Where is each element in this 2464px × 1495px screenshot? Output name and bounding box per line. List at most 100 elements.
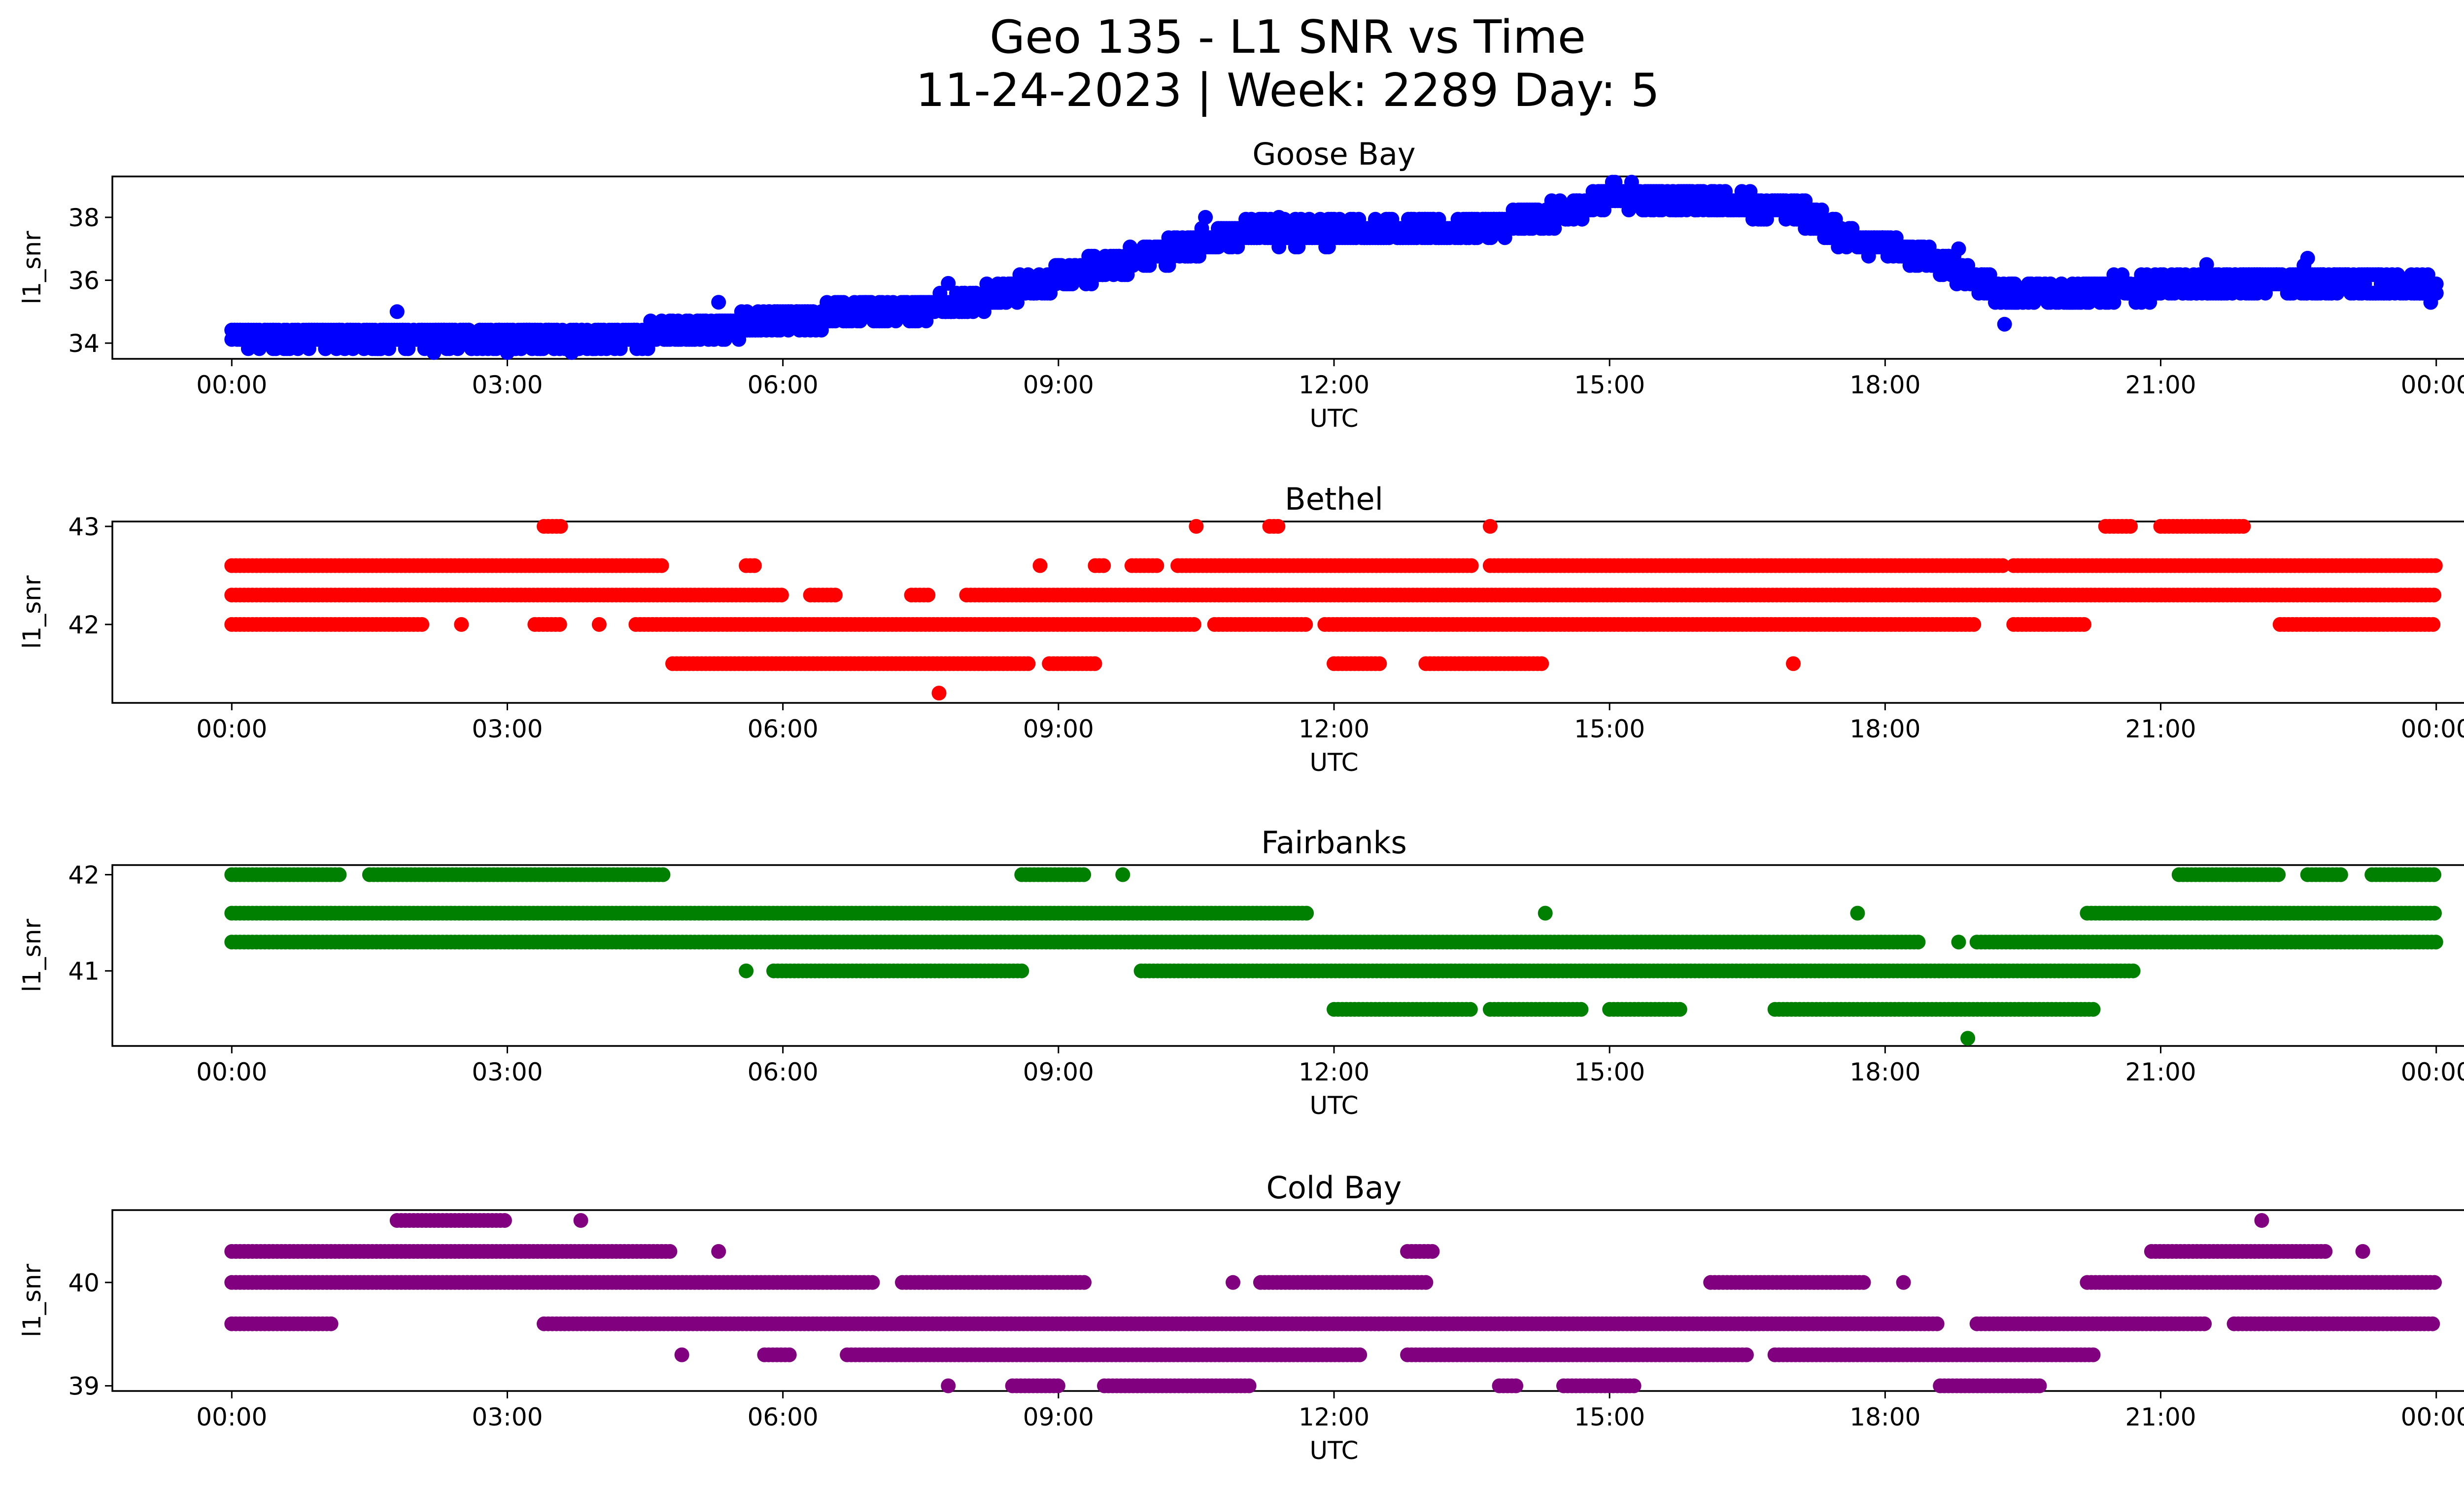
- data-point: [2426, 617, 2441, 632]
- data-point: [2427, 588, 2441, 603]
- subplot-title: Goose Bay: [1252, 136, 1415, 172]
- data-point: [2199, 257, 2214, 272]
- data-point: [2123, 519, 2138, 534]
- data-point: [1911, 935, 1926, 950]
- x-tick-label: 18:00: [1849, 715, 1920, 743]
- y-axis-label: l1_snr: [18, 575, 46, 649]
- data-point: [414, 617, 430, 632]
- data-point: [1115, 867, 1130, 882]
- x-tick-label: 15:00: [1574, 371, 1645, 399]
- data-point: [1198, 209, 1213, 225]
- x-tick-label: 21:00: [2125, 371, 2196, 399]
- x-axis-label: UTC: [1309, 404, 1358, 433]
- data-point: [426, 345, 442, 360]
- data-point: [1021, 656, 1036, 671]
- x-tick-label: 06:00: [748, 371, 819, 399]
- data-point: [655, 867, 671, 882]
- y-tick-label: 38: [68, 204, 100, 232]
- x-tick-label: 21:00: [2125, 1058, 2196, 1086]
- data-point: [654, 558, 669, 573]
- data-point: [591, 617, 607, 632]
- data-point: [1271, 209, 1287, 225]
- data-point: [2076, 617, 2091, 632]
- data-point: [1951, 241, 1966, 256]
- data-point: [1997, 316, 2012, 332]
- x-tick-label: 06:00: [748, 715, 819, 743]
- data-points: [224, 519, 2443, 701]
- data-point: [1299, 905, 1314, 921]
- y-tick-label: 36: [68, 267, 100, 295]
- data-point: [2427, 905, 2442, 921]
- data-point: [500, 345, 515, 360]
- data-point: [1189, 519, 1204, 534]
- data-point: [747, 558, 762, 573]
- data-point: [1464, 558, 1479, 573]
- data-point: [711, 295, 726, 310]
- y-tick-label: 34: [68, 329, 100, 358]
- data-point: [1298, 617, 1313, 632]
- data-point: [1032, 558, 1048, 573]
- data-point: [2427, 867, 2441, 882]
- x-tick-label: 09:00: [1023, 1058, 1094, 1086]
- data-point: [389, 304, 405, 319]
- y-tick-label: 42: [68, 861, 100, 890]
- data-point: [921, 588, 936, 603]
- data-point: [827, 588, 843, 603]
- data-point: [774, 588, 789, 603]
- data-point: [454, 617, 469, 632]
- x-tick-label: 00:00: [196, 1058, 267, 1086]
- data-point: [1995, 558, 2010, 573]
- data-point: [1538, 905, 1553, 921]
- x-tick-label: 12:00: [1299, 371, 1369, 399]
- data-point: [1786, 656, 1801, 671]
- x-tick-label: 00:00: [196, 371, 267, 399]
- y-tick-label: 41: [68, 957, 100, 986]
- x-tick-label: 15:00: [1574, 715, 1645, 743]
- data-point: [332, 867, 347, 882]
- data-point: [552, 617, 567, 632]
- data-points: [224, 174, 2444, 360]
- data-point: [1270, 519, 1286, 534]
- y-axis-label: l1_snr: [18, 919, 46, 992]
- data-point: [2429, 285, 2444, 301]
- data-point: [1186, 617, 1201, 632]
- x-tick-label: 00:00: [2401, 1058, 2464, 1086]
- data-point: [941, 276, 956, 291]
- data-points: [224, 867, 2443, 1046]
- figure-subtitle: 11-24-2023 | Week: 2289 Day: 5: [916, 64, 1660, 117]
- data-point: [2271, 867, 2286, 882]
- data-point: [1096, 558, 1111, 573]
- x-tick-label: 03:00: [472, 1058, 543, 1086]
- data-point: [1534, 656, 1549, 671]
- data-point: [1951, 935, 1966, 950]
- data-point: [2333, 867, 2348, 882]
- data-point: [1087, 656, 1102, 671]
- x-tick-label: 15:00: [1574, 1058, 1645, 1086]
- data-point: [1850, 905, 1865, 921]
- subplot-title: Bethel: [1285, 481, 1383, 517]
- data-point: [2300, 250, 2315, 266]
- x-tick-label: 00:00: [2401, 715, 2464, 743]
- data-point: [564, 345, 579, 360]
- x-tick-label: 09:00: [1023, 715, 1094, 743]
- data-point: [931, 686, 947, 701]
- figure-title: Geo 135 - L1 SNR vs Time: [990, 10, 1586, 64]
- x-tick-label: 06:00: [748, 1058, 819, 1086]
- data-point: [1372, 656, 1387, 671]
- data-point: [1076, 867, 1092, 882]
- subplot-title: Fairbanks: [1261, 825, 1407, 861]
- x-tick-label: 09:00: [1023, 371, 1094, 399]
- x-axis-label: UTC: [1309, 1091, 1358, 1120]
- data-point: [1149, 558, 1164, 573]
- x-axis-label: UTC: [1309, 748, 1358, 777]
- y-tick-label: 43: [68, 513, 100, 541]
- x-tick-label: 12:00: [1299, 715, 1369, 743]
- x-tick-label: 18:00: [1849, 371, 1920, 399]
- y-tick-label: 42: [68, 611, 100, 639]
- x-tick-label: 21:00: [2125, 715, 2196, 743]
- axes-frame: [111, 521, 2464, 704]
- data-point: [553, 519, 568, 534]
